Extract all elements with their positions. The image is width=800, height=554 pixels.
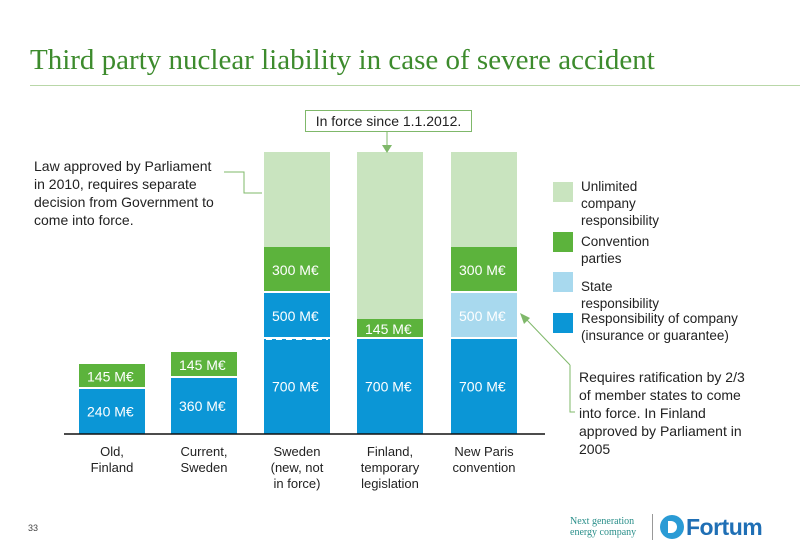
- note-right-arrowhead: [520, 313, 530, 324]
- brand-separator: [652, 514, 653, 540]
- data-label: 240 M€: [87, 404, 134, 420]
- category-label: Current,: [181, 444, 228, 459]
- note-left-line: decision from Government to: [34, 194, 214, 210]
- note-right-line: 2005: [579, 441, 611, 457]
- data-label: 145 M€: [365, 321, 412, 337]
- note-left-line: come into force.: [34, 212, 134, 228]
- note-left-line: Law approved by Parliament: [34, 158, 212, 174]
- fortum-logo: Fortum: [660, 510, 763, 544]
- note-right-line: approved by Parliament in: [579, 423, 742, 439]
- category-label: legislation: [361, 476, 419, 491]
- category-label: Sweden: [181, 460, 228, 475]
- bar-segment-company: [357, 339, 423, 434]
- category-label: in force): [274, 476, 321, 491]
- brand-tagline-line: Next generation: [570, 516, 635, 527]
- bar-segment-convention: [264, 247, 330, 291]
- legend-swatch: [553, 313, 573, 333]
- bar-segment-unlimited: [357, 152, 423, 319]
- category-label: Sweden: [274, 444, 321, 459]
- category-label: Finland,: [367, 444, 413, 459]
- category-label: (new, not: [271, 460, 324, 475]
- legend-swatch: [553, 272, 573, 292]
- bar-segment-company: [79, 389, 145, 434]
- data-label: 700 M€: [365, 379, 412, 395]
- brand-tagline-line: energy company: [570, 527, 637, 538]
- page-number: 33: [28, 523, 39, 533]
- bar-segment-state: [451, 293, 517, 337]
- bar-segment-company: [264, 339, 330, 434]
- brand-name: Fortum: [686, 513, 763, 540]
- bar-segment-convention: [171, 352, 237, 376]
- note-left-connector: [224, 171, 262, 194]
- legend-label: Unlimited company responsibility: [581, 179, 660, 228]
- bar-segment-unlimited: [451, 152, 517, 247]
- data-label: 700 M€: [272, 379, 319, 395]
- bar-segment-company: [264, 293, 330, 337]
- data-label: 500 M€: [459, 308, 506, 324]
- category-label: Finland: [91, 460, 134, 475]
- legend-swatch: [553, 182, 573, 202]
- data-label: 360 M€: [179, 398, 226, 414]
- title-divider: [30, 85, 800, 86]
- data-label: 300 M€: [459, 262, 506, 278]
- brand-tagline: Next generation energy company: [570, 516, 636, 538]
- bar-segment-convention: [79, 364, 145, 387]
- bar-segment-company: [171, 378, 237, 434]
- note-right-line: into force. In Finland: [579, 405, 706, 421]
- bar-segment-unlimited: [264, 152, 330, 247]
- category-label: Old,: [100, 444, 124, 459]
- page-title: Third party nuclear liability in case of…: [30, 44, 655, 76]
- category-label: temporary: [361, 460, 420, 475]
- bar-segment-convention: [451, 247, 517, 291]
- in-force-callout: In force since 1.1.2012.: [305, 110, 472, 132]
- note-left: Law approved by Parliament in 2010, requi…: [34, 157, 214, 229]
- category-label: New Paris: [454, 444, 514, 459]
- data-label: 145 M€: [87, 369, 134, 385]
- category-label: convention: [453, 460, 516, 475]
- note-right-line: of member states to come: [579, 387, 741, 403]
- note-right: Requires ratification by 2/3 of member st…: [579, 368, 745, 458]
- legend-swatch: [553, 232, 573, 252]
- in-force-arrowhead: [382, 145, 392, 153]
- data-label: 500 M€: [272, 308, 319, 324]
- note-left-line: in 2010, requires separate: [34, 176, 197, 192]
- bar-segment-company: [451, 339, 517, 434]
- note-right-bracket: [569, 365, 575, 413]
- note-right-line: Requires ratification by 2/3: [579, 369, 745, 385]
- legend-label: Convention parties: [581, 234, 650, 266]
- bar-segment-convention: [357, 319, 423, 337]
- note-right-connector: [525, 318, 571, 366]
- data-label: 145 M€: [179, 357, 226, 373]
- data-label: 300 M€: [272, 262, 319, 278]
- legend-label: Responsibility of company (insurance or g…: [581, 311, 738, 343]
- fortum-logo-icon: [660, 515, 684, 539]
- data-label: 700 M€: [459, 379, 506, 395]
- legend-label: State responsibility: [581, 279, 660, 311]
